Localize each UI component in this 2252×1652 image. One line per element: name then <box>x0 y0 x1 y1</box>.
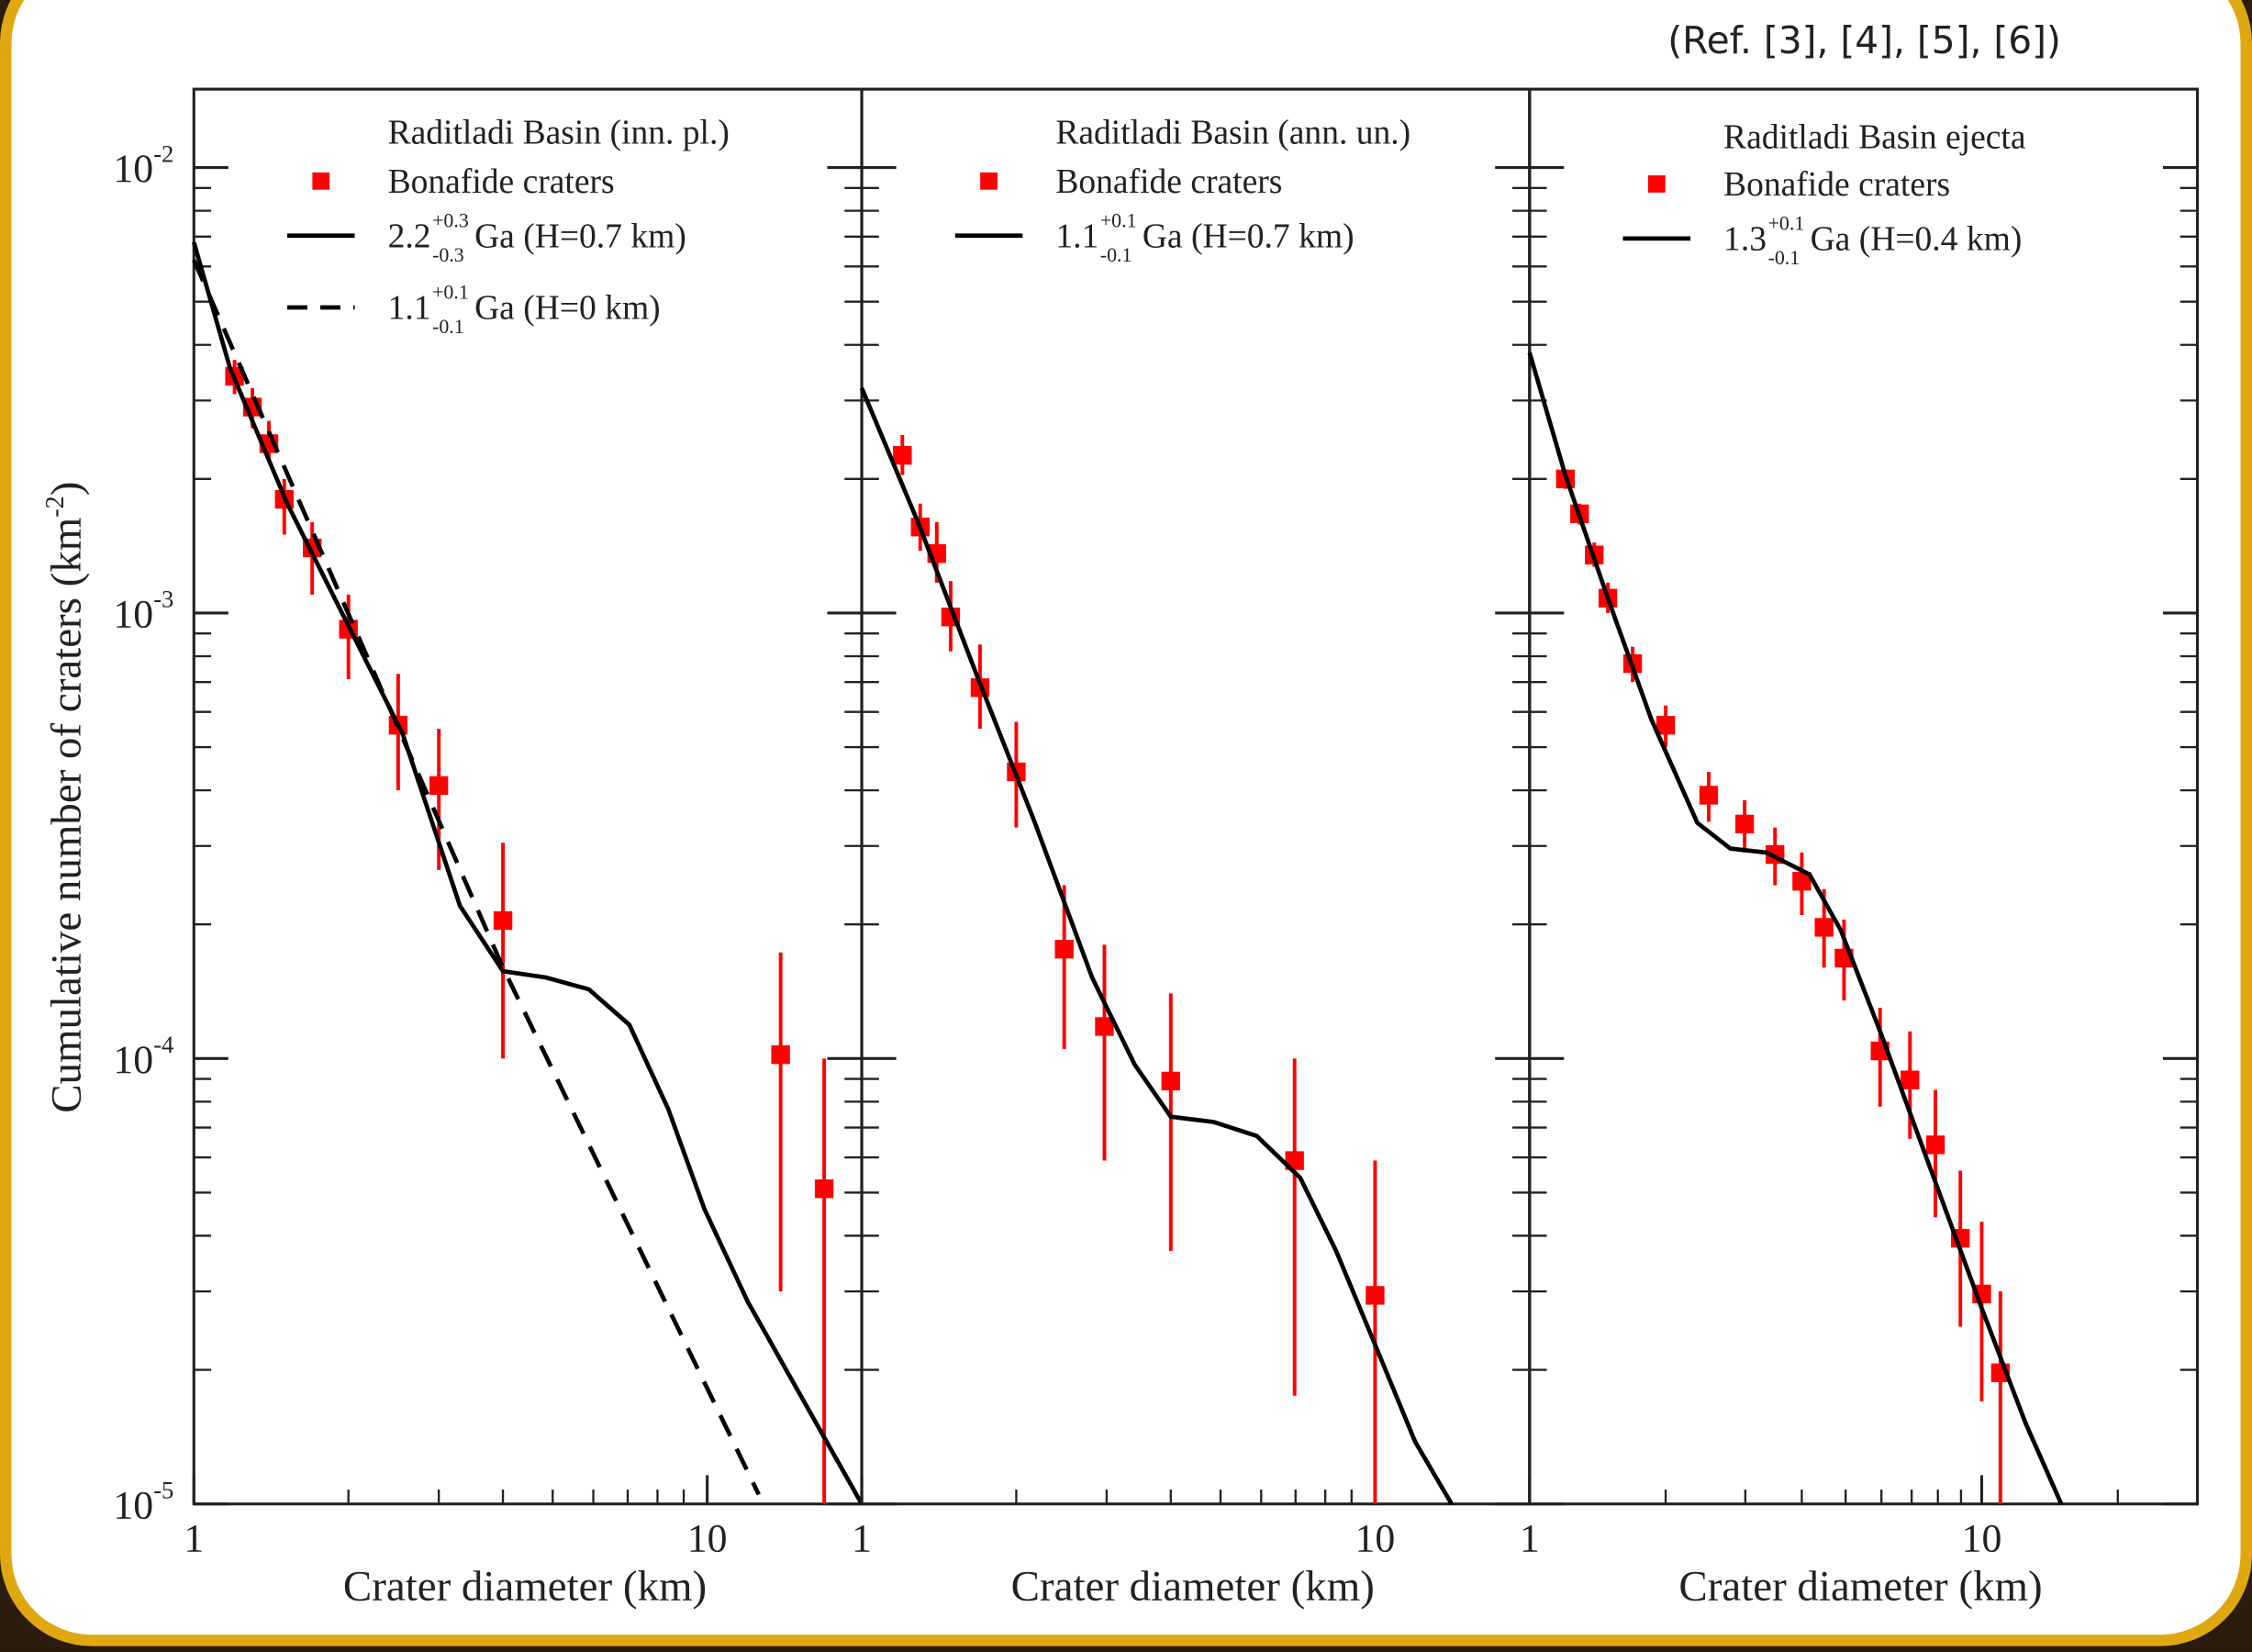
legend-age-minus: -0.3 <box>432 243 464 266</box>
x-tick-label: 10 <box>687 1516 728 1560</box>
crater-point <box>1814 918 1834 937</box>
y-tick-exponent: -3 <box>153 586 173 613</box>
y-tick-label: 10-5 <box>113 1476 173 1527</box>
legend-title: Raditladi Basin (ann. un.) <box>1055 115 1410 152</box>
x-axis-label: Crater diameter (km) <box>1678 1563 2042 1611</box>
crater-point <box>893 445 912 465</box>
legend-age-minus: -0.1 <box>432 315 464 338</box>
y-label-text: Cumulative number of craters (km <box>43 518 91 1113</box>
x-axis-label: Crater diameter (km) <box>1011 1563 1375 1611</box>
y-tick-base: 10 <box>113 1483 153 1527</box>
crater-point <box>771 1044 790 1065</box>
legend-marker <box>980 172 998 190</box>
caption: (Ref. [3], [4], [5], [6]) <box>1667 18 2061 62</box>
crater-point <box>1699 786 1719 805</box>
legend-label: Bonafide craters <box>388 163 615 201</box>
crater-point <box>1161 1071 1180 1091</box>
curve <box>859 386 1454 1505</box>
x-tick-label: 1 <box>1520 1516 1540 1560</box>
curve <box>192 241 864 1505</box>
x-tick-label: 10 <box>1355 1516 1395 1560</box>
y-tick-label: 10-2 <box>113 140 173 191</box>
legend-marker <box>1647 175 1666 193</box>
crater-point <box>1095 1017 1114 1036</box>
curve <box>192 259 761 1496</box>
crater-point <box>1734 814 1755 834</box>
x-axis-label: Crater diameter (km) <box>343 1563 707 1611</box>
y-tick-base: 10 <box>113 1038 153 1082</box>
crater-point <box>1792 872 1812 891</box>
crater-point <box>1366 1286 1385 1305</box>
x-tick-label: 1 <box>852 1516 872 1560</box>
legend-age-plus: +0.3 <box>432 208 469 231</box>
legend-title: Raditladi Basin (inn. pl.) <box>388 115 730 152</box>
y-tick-base: 10 <box>113 147 153 191</box>
x-tick-label: 10 <box>1962 1516 2002 1560</box>
legend-label: Bonafide craters <box>1723 166 1950 204</box>
legend-label: Ga (H=0 km) <box>474 290 661 328</box>
crater-point <box>814 1179 834 1199</box>
legend-marker <box>312 172 330 190</box>
plot-frame <box>1528 87 2200 1506</box>
legend-age: 2.2 <box>388 218 431 255</box>
legend-age: 1.3 <box>1723 220 1767 258</box>
curve <box>1527 352 2064 1505</box>
legend-title: Raditladi Basin ejecta <box>1723 118 2026 156</box>
legend-label: Ga (H=0.7 km) <box>1143 218 1355 255</box>
crater-point <box>1901 1070 1920 1089</box>
y-tick-exponent: -2 <box>153 140 173 167</box>
y-label-end: ) <box>43 482 91 497</box>
legend-label: Ga (H=0.4 km) <box>1811 220 2023 258</box>
y-axis-label: Cumulative number of craters (km-2) <box>41 482 91 1113</box>
y-label-sup: -2 <box>41 496 70 517</box>
legend-age-plus: +0.1 <box>1100 208 1137 231</box>
x-tick-label: 1 <box>184 1516 204 1560</box>
legend-age-plus: +0.1 <box>432 281 469 304</box>
crater-point <box>493 910 513 931</box>
legend-label: Ga (H=0.7 km) <box>474 218 686 255</box>
legend-label: Bonafide craters <box>1055 163 1282 201</box>
crater-point <box>1054 939 1074 959</box>
legend-age-minus: -0.1 <box>1768 246 1800 269</box>
legend-age-minus: -0.1 <box>1100 243 1132 266</box>
crater-point <box>1656 716 1676 735</box>
y-tick-exponent: -4 <box>153 1031 173 1058</box>
crater-point <box>429 776 449 796</box>
y-tick-exponent: -5 <box>153 1476 173 1503</box>
legend-age: 1.1 <box>1055 218 1098 255</box>
y-tick-label: 10-3 <box>113 586 173 637</box>
y-tick-label: 10-4 <box>113 1031 173 1082</box>
legend-age-plus: +0.1 <box>1768 212 1805 235</box>
legend-age: 1.1 <box>388 290 431 328</box>
crater-point <box>1925 1135 1945 1155</box>
y-tick-base: 10 <box>113 593 153 637</box>
